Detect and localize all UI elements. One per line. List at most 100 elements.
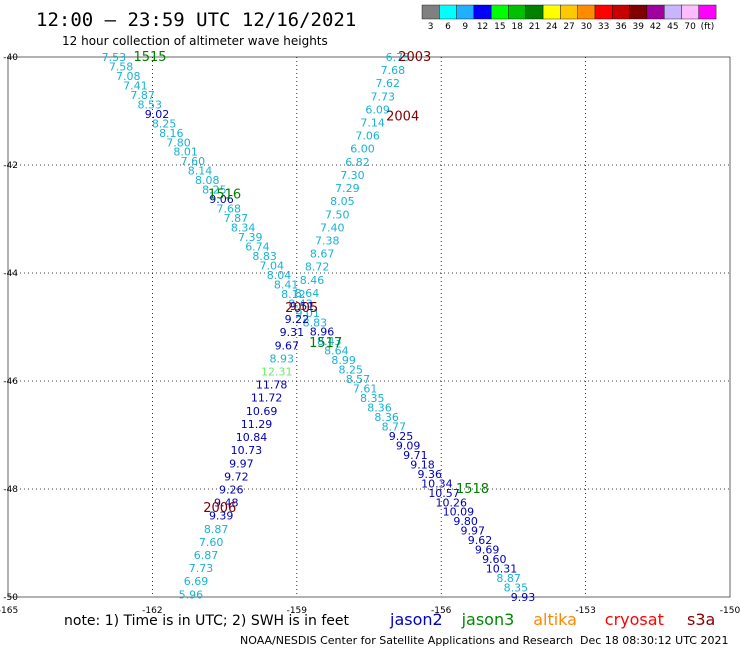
wave-height-value: 7.50 (325, 208, 350, 221)
wave-height-value: 7.60 (181, 155, 206, 168)
colorbar-swatch (439, 4, 457, 20)
pass-time-label: 1517 (309, 336, 342, 351)
x-tick-label: -156 (431, 606, 452, 616)
wave-height-value: 9.25 (389, 430, 414, 443)
wave-height-value: 10.57 (428, 487, 460, 500)
wave-height-value: 11.29 (241, 418, 273, 431)
colorbar-label: 39 (633, 22, 645, 32)
wave-height-value: 7.38 (315, 234, 340, 247)
wave-height-value: 9.97 (229, 457, 254, 470)
wave-height-value: 8.64 (295, 287, 320, 300)
colorbar-label: 3 (428, 22, 434, 32)
wave-height-value: 8.35 (360, 392, 385, 405)
wave-height-value: 8.83 (252, 250, 277, 263)
wave-height-value: 7.87 (130, 89, 155, 102)
colorbar-swatch (664, 4, 682, 20)
wave-height-value: 8.72 (305, 261, 330, 274)
map-grid (8, 57, 730, 597)
wave-height-value: 9.48 (214, 497, 239, 510)
wave-height-value: 10.31 (486, 563, 518, 576)
colorbar-swatch (646, 4, 665, 20)
wave-height-value: 10.69 (246, 405, 278, 418)
pass-time-label: 2005 (285, 301, 318, 316)
colorbar-label: 70 (684, 22, 696, 32)
wave-height-value: 11.72 (251, 392, 283, 405)
colorbar-swatch (612, 4, 630, 20)
colorbar-label: 36 (615, 22, 627, 32)
pass-time-label: 2004 (386, 109, 419, 124)
wave-height-value: 6.87 (194, 549, 219, 562)
wave-height-value: 10.73 (231, 444, 263, 457)
colorbar-swatch (421, 4, 440, 20)
wave-height-value: 9.36 (417, 468, 442, 481)
wave-height-value: 12.31 (261, 366, 293, 379)
colorbar-label: 24 (546, 22, 558, 32)
wave-height-value: 10.09 (443, 506, 475, 519)
y-tick-label: -44 (3, 269, 18, 279)
colorbar-swatch (456, 4, 475, 20)
wave-height-value: 8.12 (281, 288, 306, 301)
wave-height-value: 10.26 (435, 496, 467, 509)
wave-height-value: 7.80 (166, 136, 191, 149)
wave-height-value: 8.05 (330, 195, 355, 208)
colorbar-label: 12 (477, 22, 488, 32)
wave-height-value: 7.68 (381, 64, 406, 77)
pass-time-label: 2006 (203, 501, 236, 516)
satellite-s3a: s3a (687, 610, 715, 629)
wave-height-value: 8.67 (310, 248, 335, 261)
wave-height-value: 8.08 (195, 174, 220, 187)
wave-height-value: 9.18 (410, 458, 435, 471)
wave-height-value: 8.87 (496, 572, 521, 585)
wave-height-value: 9.62 (468, 534, 493, 547)
wave-height-value: 8.99 (331, 354, 356, 367)
x-tick-label: -165 (0, 606, 18, 616)
colorbar-label: 9 (462, 22, 468, 32)
wave-height-value: 8.46 (300, 274, 325, 287)
wave-height-value: 7.53 (102, 51, 127, 64)
wave-height-value: 7.58 (109, 60, 134, 73)
colorbar-swatch (491, 4, 509, 20)
wave-height-value: 9.09 (396, 439, 421, 452)
colorbar-swatch (508, 4, 526, 20)
colorbar-label: 27 (563, 22, 574, 32)
wave-height-value: 8.14 (188, 165, 213, 178)
colorbar-label: 21 (529, 22, 540, 32)
wave-height-value: 11.78 (256, 379, 288, 392)
colorbar-label: 45 (667, 22, 678, 32)
colorbar-label: 18 (511, 22, 523, 32)
colorbar-swatch (681, 4, 699, 20)
wave-height-value: 8.01 (173, 146, 198, 159)
footer-credit: NOAA/NESDIS Center for Satellite Applica… (240, 634, 573, 647)
wave-height-value: 8.53 (138, 98, 163, 111)
wave-height-value: 8.25 (202, 184, 227, 197)
wave-height-value: 9.67 (275, 339, 300, 352)
wave-height-value: 8.16 (159, 127, 184, 140)
x-tick-label: -162 (142, 606, 162, 616)
wave-height-value: 9.60 (482, 553, 507, 566)
colorbar-swatch (629, 4, 648, 20)
wave-height-value: 7.30 (340, 169, 365, 182)
colorbar-label: (ft) (701, 22, 715, 32)
wave-height-value: 7.60 (199, 536, 224, 549)
wave-height-value: 7.08 (116, 70, 141, 83)
plot-frame (7, 56, 731, 598)
wave-height-value: 10.34 (421, 477, 453, 490)
wave-height-value: 8.57 (346, 373, 371, 386)
wave-height-value: 9.69 (475, 544, 500, 557)
colorbar-swatch (560, 4, 578, 20)
wave-height-value: 9.97 (461, 525, 486, 538)
y-tick-label: -40 (3, 53, 18, 63)
colorbar-swatch (594, 4, 613, 20)
x-tick-label: -150 (720, 606, 740, 616)
wave-height-value: 7.41 (123, 79, 148, 92)
wave-height-value: 10.84 (236, 431, 268, 444)
wave-height-value: 7.40 (320, 221, 345, 234)
wave-height-value: 7.06 (355, 130, 380, 143)
wave-height-value: 5.96 (179, 588, 204, 601)
wave-height-value: 8.93 (270, 352, 295, 365)
colorbar-label: 30 (581, 22, 593, 32)
wave-height-value: 6.00 (350, 143, 375, 156)
wave-height-value: 7.73 (370, 90, 395, 103)
y-tick-label: -50 (3, 593, 18, 603)
